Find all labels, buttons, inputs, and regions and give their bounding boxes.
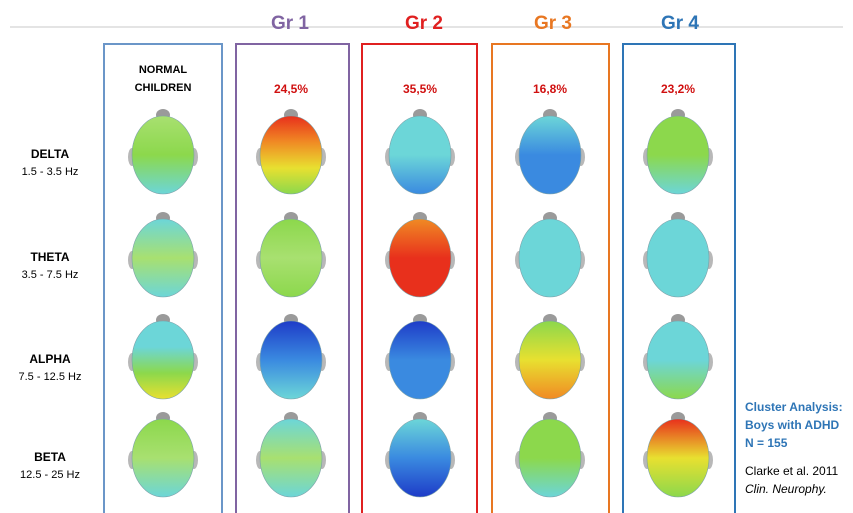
head-map	[518, 418, 582, 498]
head-map	[518, 320, 582, 400]
group-box	[491, 43, 610, 513]
group-percentage: 23,2%	[661, 82, 695, 96]
group-box	[361, 43, 478, 513]
group-box	[235, 43, 350, 513]
head-map	[131, 418, 195, 498]
study-info: N = 155	[745, 436, 788, 450]
head-map	[131, 218, 195, 298]
head-map	[259, 320, 323, 400]
group-title: Gr 4	[661, 13, 699, 34]
head-map	[646, 320, 710, 400]
head-map	[388, 320, 452, 400]
band-name: BETA	[34, 450, 66, 464]
journal: Clin. Neurophy.	[745, 482, 827, 496]
head-map	[388, 115, 452, 195]
group-percentage: 35,5%	[403, 82, 437, 96]
group-percentage: 16,8%	[533, 82, 567, 96]
group-title: Gr 2	[405, 13, 443, 34]
study-info: Cluster Analysis:	[745, 400, 843, 414]
head-map	[518, 115, 582, 195]
band-range: 7.5 - 12.5 Hz	[19, 371, 82, 383]
head-map	[131, 115, 195, 195]
group-title: Gr 1	[271, 13, 309, 34]
study-info: Boys with ADHD	[745, 418, 840, 432]
normal-label: CHILDREN	[135, 82, 192, 94]
group-box	[622, 43, 736, 513]
head-map	[259, 115, 323, 195]
head-map	[646, 418, 710, 498]
head-map	[388, 218, 452, 298]
head-map	[259, 218, 323, 298]
band-name: ALPHA	[29, 352, 71, 366]
reference: Clarke et al. 2011	[745, 464, 838, 478]
group-title: Gr 3	[534, 13, 572, 34]
band-name: DELTA	[31, 147, 70, 161]
band-range: 12.5 - 25 Hz	[20, 469, 80, 481]
group-percentage: 24,5%	[274, 82, 308, 96]
head-map	[259, 418, 323, 498]
head-maps	[128, 109, 713, 498]
band-range: 1.5 - 3.5 Hz	[22, 166, 79, 178]
head-map	[388, 418, 452, 498]
head-map	[646, 115, 710, 195]
band-name: THETA	[30, 250, 69, 264]
head-map	[518, 218, 582, 298]
labels: Gr 1 Gr 2 Gr 3 Gr 4 24,5% 35,5% 16,8% 23,2% NORM…	[19, 13, 843, 496]
head-map	[131, 320, 195, 400]
normal-label: NORMAL	[139, 64, 188, 76]
band-range: 3.5 - 7.5 Hz	[22, 269, 79, 281]
head-map	[646, 218, 710, 298]
normal-box	[103, 43, 223, 513]
